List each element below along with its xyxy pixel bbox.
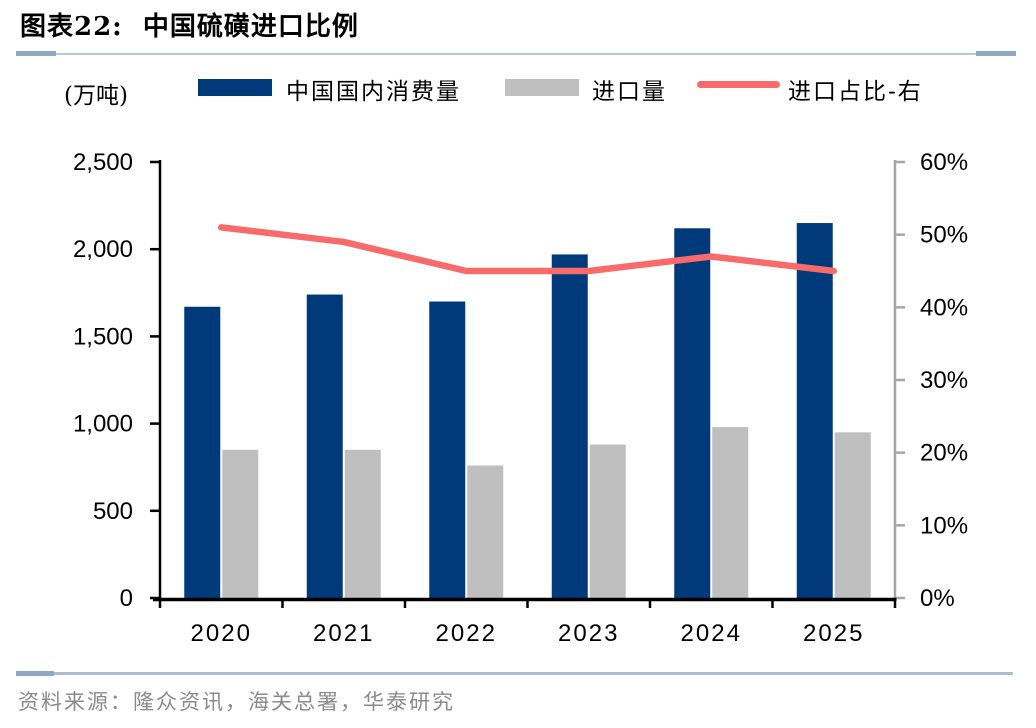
left-axis-unit-label: (万吨) xyxy=(64,83,128,109)
source-rule xyxy=(16,672,1013,675)
legend-label-import-share: 进口占比-右 xyxy=(788,79,923,105)
right-axis-tick-label: 30% xyxy=(920,367,968,394)
legend-swatch-consumption xyxy=(198,79,272,96)
bar-consumption-2023 xyxy=(551,254,588,598)
import-share-line xyxy=(218,224,837,275)
bar-consumption-2022 xyxy=(429,301,466,598)
chart-title: 图表22: 中国硫磺进口比例 xyxy=(20,12,359,42)
source-note: 资料来源：隆众资讯，海关总署，华泰研究 xyxy=(18,690,455,714)
bar-import-2020 xyxy=(222,449,259,598)
bar-consumption-2024 xyxy=(674,228,711,598)
title-rule xyxy=(16,53,1016,55)
bar-consumption-2021 xyxy=(306,294,343,598)
right-axis-tick-label: 0% xyxy=(920,585,955,612)
bar-consumption-2025 xyxy=(796,223,833,599)
title-rule-right-cap xyxy=(976,51,1016,56)
x-axis-label-2021: 2021 xyxy=(313,620,374,647)
left-axis-tick-label: 500 xyxy=(93,498,133,525)
bar-consumption-2020 xyxy=(184,306,221,598)
legend-line-import-share xyxy=(697,81,780,88)
left-axis-tick-label: 1,000 xyxy=(73,411,133,438)
source-rule-left-cap xyxy=(16,671,54,676)
title-rule-left-cap xyxy=(16,51,56,56)
x-axis-label-2022: 2022 xyxy=(436,620,497,647)
bar-import-2021 xyxy=(344,449,381,598)
x-axis-label-2024: 2024 xyxy=(681,620,742,647)
right-axis-tick-label: 20% xyxy=(920,440,968,467)
x-axis-label-2020: 2020 xyxy=(191,620,252,647)
left-axis-tick-label: 2,000 xyxy=(73,236,133,263)
right-axis-tick-label: 60% xyxy=(920,149,968,176)
left-axis-tick-label: 1,500 xyxy=(73,323,133,350)
right-axis-tick-label: 10% xyxy=(920,512,968,539)
left-axis-tick-label: 0 xyxy=(120,585,133,612)
right-axis-tick-label: 50% xyxy=(920,222,968,249)
legend-swatch-import xyxy=(505,79,579,96)
legend-label-import: 进口量 xyxy=(592,79,667,105)
x-axis-label-2025: 2025 xyxy=(803,620,864,647)
x-axis-label-2023: 2023 xyxy=(558,620,619,647)
legend-label-consumption: 中国国内消费量 xyxy=(286,79,461,105)
bar-import-2023 xyxy=(589,444,626,598)
bar-import-2025 xyxy=(834,432,871,598)
bar-import-2022 xyxy=(467,465,504,598)
left-axis-tick-label: 2,500 xyxy=(73,149,133,176)
chart-canvas: 0 500 1,000 1,500 2,000 2,500 0% 10% 20% 30% 40% 50… xyxy=(73,149,968,647)
right-axis-tick-label: 40% xyxy=(920,294,968,321)
bar-import-2024 xyxy=(712,427,749,598)
